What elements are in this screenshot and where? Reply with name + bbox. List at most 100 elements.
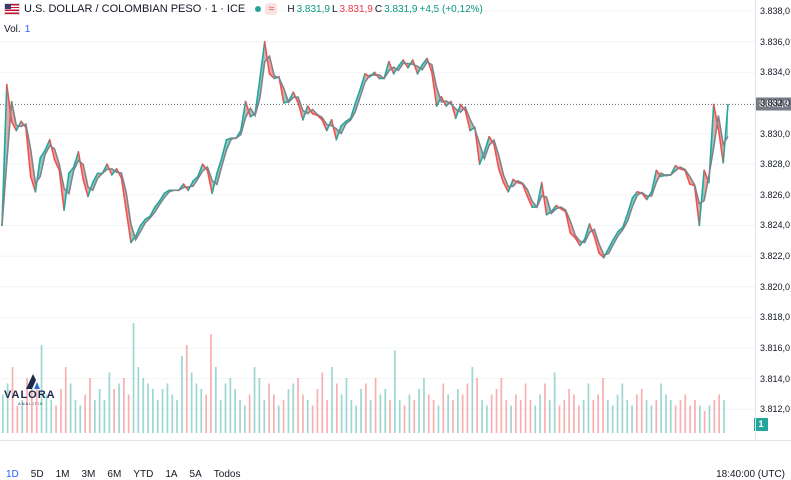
- volume-bar: [510, 405, 512, 433]
- range-ytd[interactable]: YTD: [133, 469, 154, 480]
- volume-bar: [389, 400, 391, 433]
- volume-bar: [495, 389, 498, 433]
- legend-header: U.S. DOLLAR / COLOMBIAN PESO · 1 · ICE ≈…: [4, 3, 483, 15]
- volume-bar: [297, 378, 299, 433]
- volume-bar: [427, 394, 430, 433]
- range-1m[interactable]: 1M: [55, 469, 70, 480]
- y-tick-label: 3.838,0: [760, 6, 791, 17]
- symbol-title[interactable]: U.S. DOLLAR / COLOMBIAN PESO · 1 · ICE: [24, 3, 246, 15]
- volume-bar: [607, 400, 609, 433]
- price-segment: [426, 57, 433, 74]
- volume-bar: [147, 383, 149, 433]
- price-segment: [220, 138, 228, 159]
- range-3m[interactable]: 3M: [81, 469, 96, 480]
- range-1d[interactable]: 1D: [6, 469, 19, 480]
- volume-bar: [660, 383, 662, 433]
- volume-bar: [505, 400, 508, 433]
- volume-bar: [340, 394, 343, 433]
- volume-bar: [592, 400, 595, 433]
- volume-bar: [486, 405, 488, 433]
- y-tick-label: 3.828,0: [760, 159, 791, 170]
- price-segment: [197, 163, 204, 178]
- ohlc-values: H 3.831,9 L 3.831,9 C 3.831,9 +4,5 (+0,12%): [287, 4, 483, 15]
- range-1a[interactable]: 1A: [165, 469, 178, 480]
- range-5a[interactable]: 5A: [189, 469, 202, 480]
- range-6m[interactable]: 6M: [107, 469, 122, 480]
- price-segment: [34, 157, 42, 193]
- price-segment: [612, 230, 619, 241]
- volume-bar: [713, 400, 716, 433]
- volume-bar: [161, 389, 164, 433]
- price-segment: [354, 88, 362, 104]
- volume-bar: [292, 383, 295, 433]
- valora-logo: VALORA ANALITIK: [4, 372, 64, 406]
- volume-bar: [132, 323, 135, 433]
- volume-bar: [6, 383, 9, 433]
- volume-bar: [287, 389, 290, 433]
- volume-bar: [413, 400, 416, 433]
- price-segment: [603, 247, 610, 259]
- price-segment: [240, 100, 247, 132]
- volume-bar: [432, 400, 435, 433]
- volume-bar: [587, 383, 590, 433]
- volume-bar: [190, 372, 193, 433]
- price-segment: [388, 60, 395, 75]
- price-segment: [154, 200, 161, 208]
- volume-bar: [84, 394, 86, 433]
- wave-icon[interactable]: ≈: [265, 3, 278, 15]
- volume-bar: [616, 394, 619, 433]
- range-5d[interactable]: 5D: [30, 469, 44, 480]
- volume-bar: [60, 389, 62, 433]
- price-segment: [626, 197, 634, 215]
- volume-bar: [447, 394, 449, 433]
- logo-subtitle: ANALITIK: [18, 401, 44, 406]
- volume-bar: [40, 345, 43, 433]
- volume-bar: [655, 400, 658, 433]
- volume-bar: [563, 400, 566, 433]
- volume-bar: [684, 394, 687, 433]
- price-segment: [192, 175, 199, 182]
- price-segment: [77, 151, 84, 181]
- price-segment: [536, 181, 543, 208]
- low-value: 3.831,9: [339, 3, 373, 15]
- high-value: 3.831,9: [296, 3, 330, 15]
- volume-bar: [515, 394, 517, 433]
- price-segment: [82, 178, 89, 198]
- price-segment: [383, 60, 390, 80]
- volume-bar: [699, 405, 701, 433]
- price-segment: [641, 192, 648, 201]
- grid: [0, 10, 755, 410]
- price-segment: [120, 177, 127, 211]
- volume-bar: [679, 400, 682, 433]
- volume-bar: [123, 378, 125, 433]
- volume-bar: [302, 394, 304, 433]
- price-segment: [216, 157, 223, 175]
- range-todos[interactable]: Todos: [213, 469, 241, 480]
- volume-bar: [74, 400, 77, 433]
- price-chart[interactable]: [0, 0, 755, 440]
- volume-bar: [282, 400, 285, 433]
- low-label: L: [331, 3, 338, 15]
- volume-bar: [229, 378, 232, 433]
- volume-bar: [703, 411, 706, 433]
- volume-bar: [539, 394, 541, 433]
- chart-area[interactable]: U.S. DOLLAR / COLOMBIAN PESO · 1 · ICE ≈…: [0, 0, 768, 440]
- price-scale[interactable]: 3.831,9 3.838,0 3.836,0 3.834,0 3.832,0 3.83…: [755, 0, 791, 440]
- volume-bar: [631, 405, 633, 433]
- price-segment: [488, 135, 495, 146]
- price-segment: [521, 183, 529, 198]
- volume-bar: [694, 400, 696, 433]
- price-segment: [397, 59, 405, 68]
- volume-bar: [626, 400, 629, 433]
- volume-bar: [578, 405, 580, 433]
- volume-bar: [524, 383, 527, 433]
- volume-bar: [394, 350, 396, 433]
- price-segment: [631, 190, 639, 199]
- volume-bar: [548, 400, 551, 433]
- price-segment: [650, 169, 658, 193]
- volume-bar: [166, 383, 169, 433]
- price-segment: [717, 128, 725, 164]
- volume-bar: [306, 400, 309, 433]
- price-segment: [493, 143, 500, 170]
- y-tick-label: 3.826,0: [760, 189, 791, 200]
